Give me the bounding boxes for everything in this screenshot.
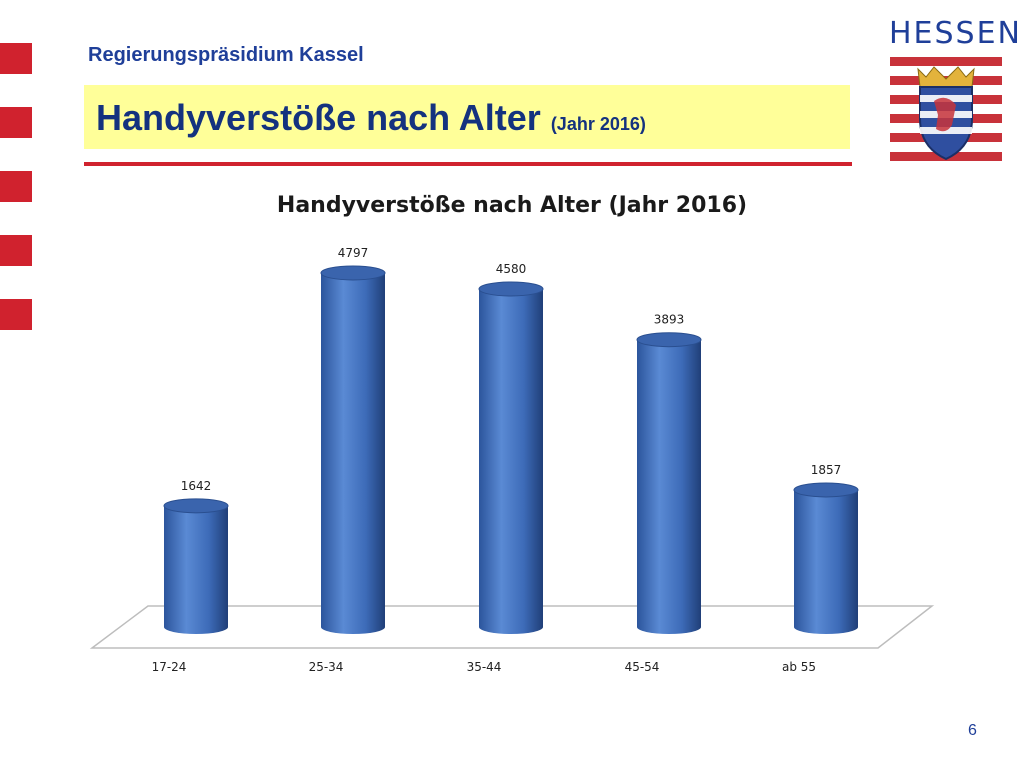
bar-top-17-24 [163,498,229,514]
hessen-coat-of-arms-icon [890,55,1002,167]
bar-45-54 [637,339,701,634]
bar-top-35-44 [478,281,544,297]
bar-top-ab 55 [793,482,859,498]
bar-top-25-34 [320,265,386,281]
slide-title-main: Handyverstöße nach Alter [96,97,541,138]
bar-top-45-54 [636,332,702,348]
x-tick-label: 35-44 [467,660,502,674]
data-label: 1642 [181,479,212,493]
data-label: 1857 [811,463,842,477]
side-decoration-mark [0,43,32,74]
data-label: 4580 [496,262,527,276]
x-tick-label: 45-54 [625,660,660,674]
x-tick-label: 25-34 [309,660,344,674]
side-decoration-mark [0,235,32,266]
side-decoration-mark [0,171,32,202]
slide-title-sub: (Jahr 2016) [550,114,646,134]
side-decoration-mark [0,299,32,330]
slide-title: Handyverstöße nach Alter (Jahr 2016) [96,97,646,139]
chart-title: Handyverstöße nach Alter (Jahr 2016) [276,193,748,218]
organization-name: Regierungspräsidium Kassel [88,44,364,66]
bar-17-24 [164,505,228,634]
data-label: 4797 [338,246,369,260]
title-banner: Handyverstöße nach Alter (Jahr 2016) [84,85,850,149]
bar-35-44 [479,288,543,634]
side-decoration-mark [0,107,32,138]
x-tick-label: ab 55 [782,660,816,674]
bar-ab 55 [794,489,858,634]
bar-25-34 [321,272,385,634]
title-underline [84,162,852,166]
x-tick-label: 17-24 [152,660,187,674]
brand-wordmark: HESSEN [889,16,1022,51]
data-label: 3893 [654,313,685,327]
page-number: 6 [968,722,977,739]
